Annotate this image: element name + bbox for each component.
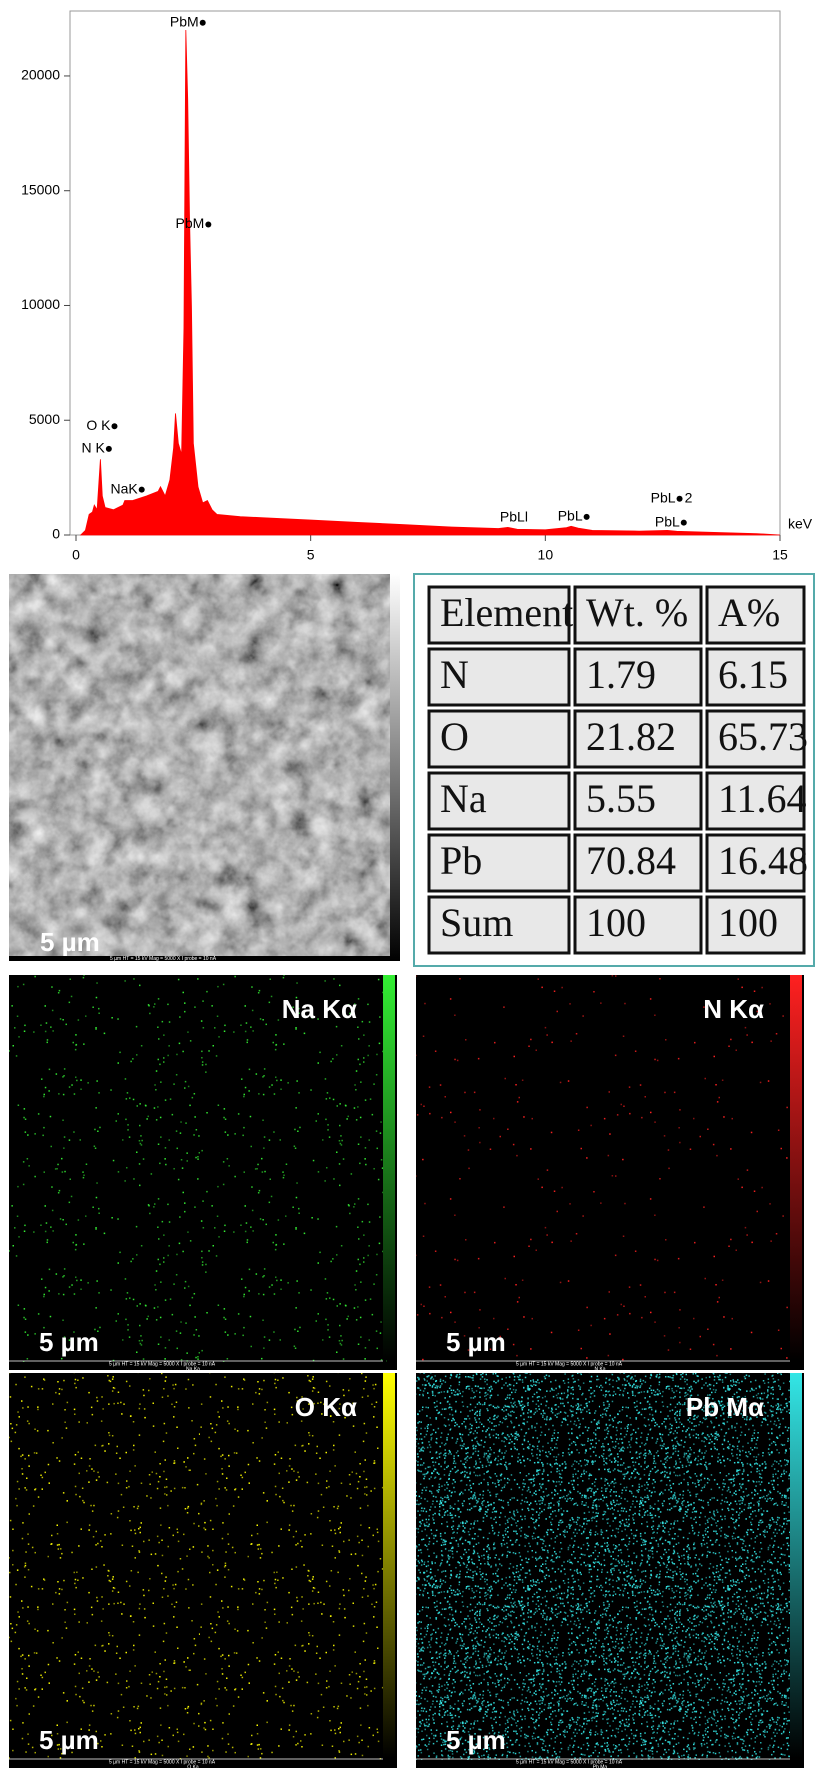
table-cell-text: Na [440,776,487,821]
sem-panel: 5 µm 5 µm HT = 15 kV Mag = 5000 X I prob… [9,574,400,962]
element-label: O Kα [295,1392,357,1422]
color-bar [790,1373,802,1758]
footer-text: 5 µm HT = 15 kV Mag = 5000 X I probe = 1… [109,1759,216,1765]
channel-text: O Ka [187,1764,199,1770]
map-dots [416,975,794,1362]
table-cell-text: 100 [586,900,646,945]
scale-label: 5 µm [39,1327,99,1357]
color-bar [383,975,395,1360]
peak-dot [584,514,590,520]
figure: 0 5000 10000 15000 20000 0 5 10 15keV PbM PbM O K N … [0,0,831,1777]
y-tick-label: 10000 [21,296,60,312]
table-cell-text: Pb [440,838,482,883]
table-cell-text: 5.55 [586,776,656,821]
peak-dot [139,487,145,493]
x-tick-label: 0 [72,547,80,563]
peak-label: O K [86,417,111,433]
x-tick-label: 10 [538,547,554,563]
peak-label: PbM [170,13,199,29]
table-cell-text: 65.73 [718,714,808,759]
peak-dot [677,496,683,502]
table-header: A% [718,590,780,635]
y-tick-label: 15000 [21,181,60,197]
element-label: Pb Mα [686,1392,764,1422]
eds-table: Element Wt. % A% N 1.79 6.15 O 21.82 65.73 Na 5.55… [414,574,814,966]
channel-text: N Ka [594,1366,605,1372]
peak-label: PbL [558,508,583,524]
element-label: N Kα [703,994,764,1024]
peak-label: PbLl [500,509,528,525]
footer-text: 5 µm HT = 15 kV Mag = 5000 X I probe = 1… [110,956,217,962]
peak-label: PbM [176,215,205,231]
scale-label: 5 µm [39,1725,99,1755]
peak-suffix: 2 [685,489,693,505]
y-tick-label: 20000 [21,67,60,83]
peak-label: NaK [110,480,138,496]
y-tick-label: 0 [52,526,60,542]
peak-label: PbL [655,513,680,529]
peak-dot [106,446,112,452]
table-cell-text: 1.79 [586,652,656,697]
map-dots [416,1373,794,1760]
peak-dot [200,20,206,26]
table-cell-text: 16.48 [718,838,808,883]
scale-label: 5 µm [40,927,100,957]
map-dots [9,975,387,1362]
scale-label: 5 µm [446,1327,506,1357]
peak-label: PbL [651,489,676,505]
table-cell-text: O [440,714,469,759]
table-cell-text: 100 [718,900,778,945]
channel-text: Na Ka [186,1366,200,1372]
y-tick-label: 5000 [29,411,60,427]
table-cell-text: 70.84 [586,838,676,883]
element-label: Na Kα [282,994,357,1024]
color-bar [383,1373,395,1758]
footer-text: 5 µm HT = 15 kV Mag = 5000 X I probe = 1… [516,1361,623,1367]
sem-image [9,574,390,961]
color-bar [790,975,802,1360]
table-cell-text: Sum [440,900,513,945]
map-dots [9,1373,387,1760]
table-header: Element [440,590,573,635]
peak-dot [111,423,117,429]
peak-label: N K [82,440,106,456]
table-cell-text: N [440,652,469,697]
table-cell-text: 11.64 [718,776,807,821]
peak-dot [205,221,211,227]
scale-label: 5 µm [446,1725,506,1755]
table-cell-text: 6.15 [718,652,788,697]
channel-text: Pb Ma [593,1764,608,1770]
x-tick-label: 5 [307,547,315,563]
table-header: Wt. % [586,590,688,635]
gray-scale-bar [390,574,400,961]
peak-dot [681,520,687,526]
table-cell-text: 21.82 [586,714,676,759]
x-axis-label: keV [788,516,813,532]
x-tick-label: 15 [772,547,788,563]
element-maps: Na Kα 5 µm 5 µm HT = 15 kV Mag = 5000 X I … [9,975,804,1770]
spectrum-area [81,30,780,535]
